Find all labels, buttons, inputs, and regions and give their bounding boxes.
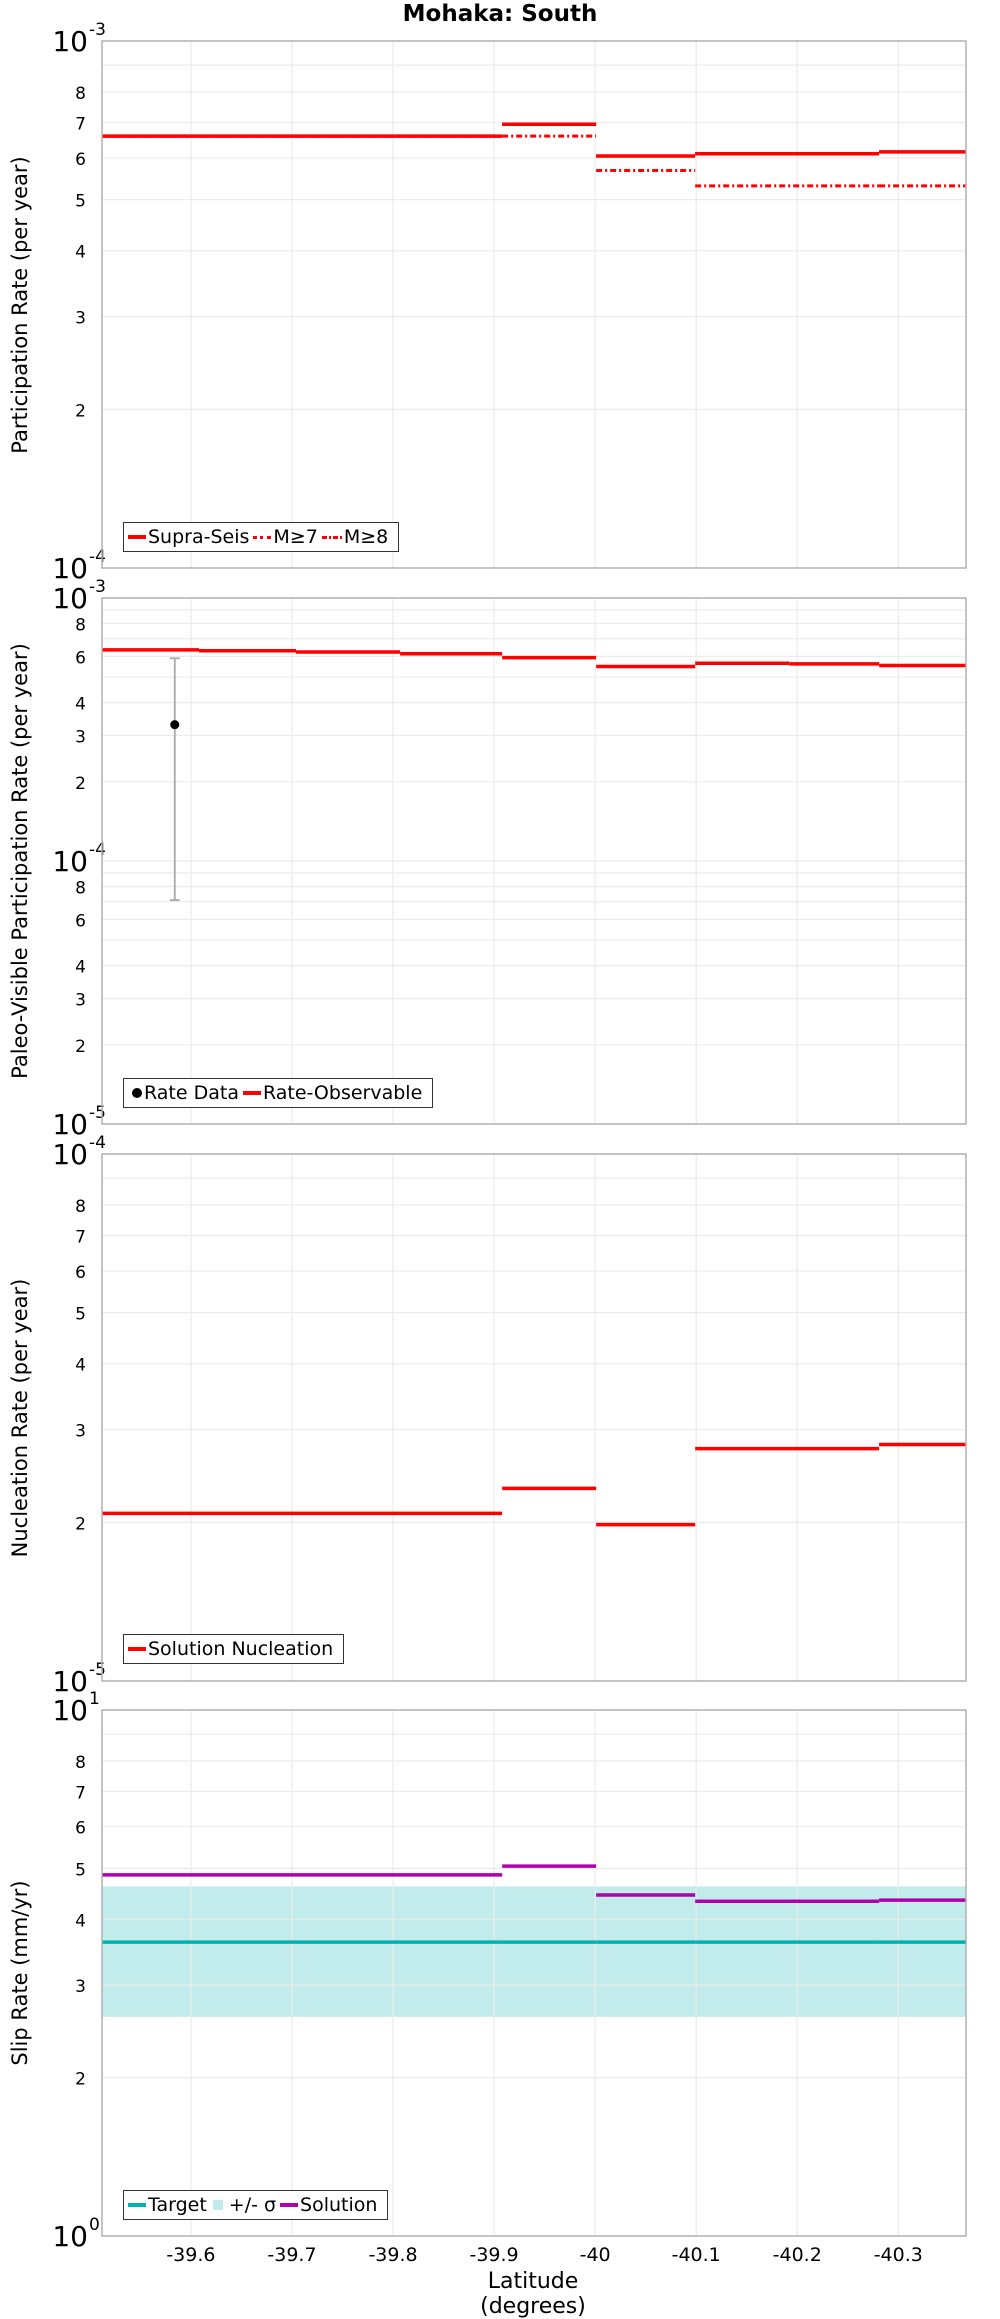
y-tick-label: 2 <box>75 1514 86 1534</box>
plot-frame <box>101 597 967 1125</box>
legend-nucleation: Solution Nucleation <box>123 1634 345 1664</box>
y-tick-exponent: -3 <box>89 577 106 597</box>
legend-label: Supra-Seis <box>148 526 250 548</box>
x-tick-label: -40.2 <box>773 2244 822 2266</box>
solution-line-swatch-icon <box>280 2203 299 2207</box>
y-tick-label: 3 <box>75 1977 86 1997</box>
y-tick-label: 10 <box>52 1138 88 1171</box>
x-tick-label: -40.1 <box>672 2244 721 2266</box>
y-tick-label: 5 <box>75 1305 86 1325</box>
x-axis-ticks: -39.6 -39.7 -39.8 -39.9 -40 -40.1 -40.2 -40.3 <box>166 2244 923 2266</box>
y-tick-exponent: -4 <box>89 840 106 860</box>
y-axis-label-slip-rate: Slip Rate (mm/yr) <box>8 1880 32 2066</box>
y-tick-label: 3 <box>75 991 86 1011</box>
y-tick-label: 8 <box>75 878 86 898</box>
plot-frame <box>101 1709 967 2237</box>
legend-paleo-visible: Rate Data Rate-Observable <box>123 1078 434 1108</box>
data-point <box>170 720 180 730</box>
y-tick-label: 6 <box>75 1263 86 1283</box>
y-tick-label: 5 <box>75 192 86 212</box>
legend-label: Target <box>148 2194 207 2216</box>
point-marker-icon <box>132 1088 142 1098</box>
y-tick-label: 4 <box>75 243 86 263</box>
dashdot-line-swatch-icon <box>321 535 342 539</box>
y-tick-exponent: 0 <box>89 2215 100 2235</box>
legend-label: M≥8 <box>343 526 389 548</box>
y-tick-label: 8 <box>75 615 86 635</box>
y-tick-label: 2 <box>75 1037 86 1057</box>
y-tick-label: 7 <box>75 1228 86 1248</box>
legend-slip-rate: Target +/- σ Solution <box>123 2190 389 2220</box>
solid-line-swatch-icon <box>128 1647 146 1651</box>
y-tick-label: 10 <box>52 552 88 585</box>
y-tick-label: 10 <box>52 1108 88 1141</box>
x-axis-label: Latitude (degrees) <box>480 2269 586 2319</box>
sigma-band-swatch-icon <box>212 2200 223 2210</box>
y-tick-label: 7 <box>75 1783 86 1803</box>
legend-label: +/- σ <box>228 2194 277 2216</box>
y-tick-label: 4 <box>75 1356 86 1376</box>
solid-line-swatch-icon <box>242 1091 261 1095</box>
y-tick-exponent: 1 <box>89 1689 100 1709</box>
sigma-band <box>102 1886 966 2017</box>
y-tick-label: 6 <box>75 1819 86 1839</box>
y-axis-label-participation: Participation Rate (per year) <box>8 155 32 454</box>
y-tick-exponent: -5 <box>89 1660 106 1680</box>
legend-participation: Supra-Seis M≥7 M≥8 <box>123 522 400 552</box>
y-tick-label: 4 <box>75 1911 86 1931</box>
y-tick-label: 6 <box>75 648 86 668</box>
y-tick-label: 10 <box>52 1694 88 1727</box>
chart-title: Mohaka: South <box>402 1 598 27</box>
y-tick-label: 10 <box>52 2220 88 2253</box>
y-tick-exponent: -4 <box>89 547 106 567</box>
y-tick-label: 8 <box>75 1753 86 1773</box>
y-tick-label: 10 <box>52 845 88 878</box>
legend-label: Solution Nucleation <box>148 1638 334 1660</box>
y-tick-label: 2 <box>75 774 86 794</box>
legend-label: Rate-Observable <box>262 1082 423 1104</box>
y-tick-label: 2 <box>75 2070 86 2090</box>
legend-label: M≥7 <box>273 526 318 548</box>
y-tick-label: 10 <box>52 582 88 615</box>
solid-line-swatch-icon <box>128 535 146 539</box>
y-tick-label: 3 <box>75 728 86 748</box>
y-tick-label: 6 <box>75 911 86 931</box>
x-tick-label: -39.9 <box>469 2244 518 2266</box>
y-tick-exponent: -5 <box>89 1103 106 1123</box>
x-tick-label: -39.7 <box>267 2244 316 2266</box>
y-tick-label: 3 <box>75 1422 86 1442</box>
target-line-swatch-icon <box>128 2203 146 2207</box>
y-tick-label: 10 <box>52 25 88 58</box>
y-tick-label: 10 <box>52 1665 88 1698</box>
y-axis-label-paleo-visible: Paleo-Visible Participation Rate (per ye… <box>8 643 32 1079</box>
x-tick-label: -40.3 <box>874 2244 923 2266</box>
x-tick-label: -39.8 <box>368 2244 417 2266</box>
y-axis-label-nucleation: Nucleation Rate (per year) <box>8 1278 32 1557</box>
y-tick-label: 6 <box>75 150 86 170</box>
y-tick-label: 7 <box>75 115 86 135</box>
y-tick-label: 5 <box>75 1860 86 1880</box>
y-tick-label: 4 <box>75 695 86 715</box>
legend-label: Solution <box>300 2194 378 2216</box>
x-tick-label: -40 <box>580 2244 611 2266</box>
plot-frame <box>101 1153 967 1682</box>
y-tick-label: 4 <box>75 958 86 978</box>
y-tick-exponent: -3 <box>89 20 106 40</box>
dotted-line-swatch-icon <box>253 535 272 539</box>
y-tick-label: 2 <box>75 401 86 421</box>
plot-frame <box>101 40 967 569</box>
y-tick-label: 3 <box>75 309 86 329</box>
y-tick-label: 8 <box>75 1197 86 1217</box>
y-tick-label: 8 <box>75 84 86 104</box>
y-tick-exponent: -4 <box>89 1133 106 1153</box>
legend-label: Rate Data <box>144 1082 239 1104</box>
x-tick-label: -39.6 <box>166 2244 215 2266</box>
